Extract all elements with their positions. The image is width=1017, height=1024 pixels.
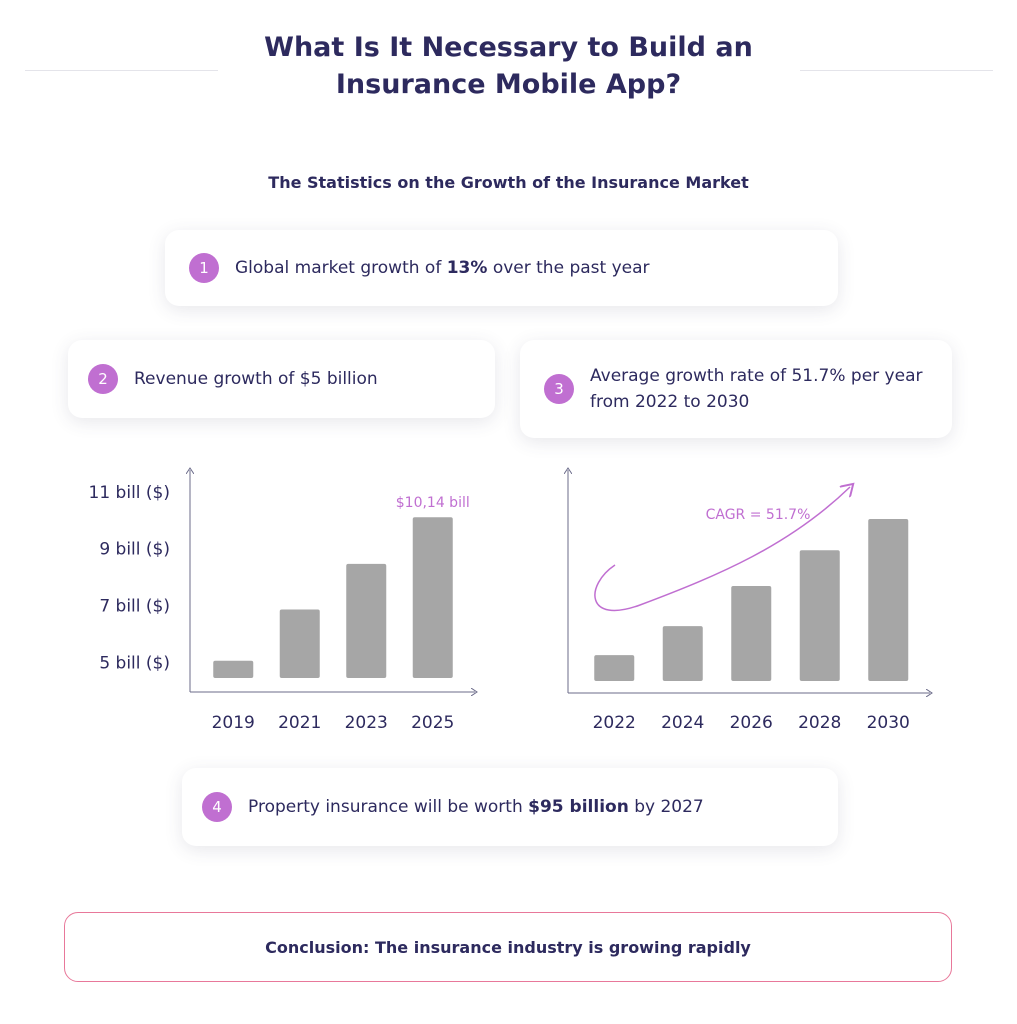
x-tick-label: 2024 bbox=[661, 713, 704, 733]
subtitle: The Statistics on the Growth of the Insu… bbox=[268, 173, 749, 192]
cagr-arrow bbox=[594, 487, 850, 612]
title: Insurance Mobile App? bbox=[335, 69, 682, 100]
value-label: $10,14 bill bbox=[396, 495, 470, 511]
y-tick-label: 5 bill ($) bbox=[99, 654, 170, 674]
bar bbox=[731, 585, 772, 681]
badge: 2 bbox=[88, 364, 118, 394]
x-tick-label: 2021 bbox=[278, 713, 321, 733]
stat-highlight: 13% bbox=[446, 258, 488, 278]
bar bbox=[279, 609, 320, 678]
stat-card: 2 Revenue growth of $5 billion bbox=[68, 340, 495, 418]
bar bbox=[662, 626, 703, 681]
stat-text: Average growth rate of 51.7% per year fr… bbox=[590, 363, 932, 415]
x-tick-label: 2028 bbox=[798, 713, 841, 733]
stat-text-part: over the past year bbox=[487, 258, 650, 278]
y-tick-label: 7 bill ($) bbox=[99, 597, 170, 617]
bar bbox=[213, 660, 254, 678]
stat-text-part: Revenue growth of $5 billion bbox=[134, 369, 378, 389]
stat-text: Global market growth of 13% over the pas… bbox=[235, 258, 650, 278]
conclusion: Conclusion: The insurance industry is gr… bbox=[64, 912, 952, 982]
annotation: CAGR = 51.7% bbox=[706, 507, 811, 523]
stat-text-part: Global market growth of bbox=[235, 258, 447, 278]
badge: 1 bbox=[189, 253, 219, 283]
y-tick-label: 11 bill ($) bbox=[89, 483, 170, 503]
x-tick-label: 2026 bbox=[730, 713, 773, 733]
stat-text: Revenue growth of $5 billion bbox=[134, 369, 378, 389]
divider bbox=[800, 70, 993, 71]
x-tick-label: 2019 bbox=[212, 713, 255, 733]
stat-text-part: by 2027 bbox=[628, 797, 704, 817]
badge: 3 bbox=[544, 374, 574, 404]
x-tick-label: 2025 bbox=[411, 713, 454, 733]
bar bbox=[868, 519, 909, 681]
stat-text-part: Property insurance will be worth bbox=[248, 797, 529, 817]
stat-card: 4 Property insurance will be worth $95 bi… bbox=[182, 768, 838, 846]
stat-card: 1 Global market growth of 13% over the pa… bbox=[165, 230, 838, 306]
bar bbox=[594, 655, 635, 681]
x-tick-label: 2030 bbox=[867, 713, 910, 733]
title: What Is It Necessary to Build an bbox=[264, 32, 753, 63]
stat-text-part: Average growth rate of 51.7% per year fr… bbox=[590, 366, 923, 412]
divider bbox=[25, 70, 218, 71]
stat-card: 3 Average growth rate of 51.7% per year f… bbox=[520, 340, 952, 438]
x-tick-label: 2022 bbox=[593, 713, 636, 733]
y-tick-label: 9 bill ($) bbox=[99, 540, 170, 560]
bar bbox=[346, 563, 387, 678]
x-tick-label: 2023 bbox=[345, 713, 388, 733]
bar bbox=[799, 550, 840, 681]
stat-highlight: $95 billion bbox=[528, 797, 629, 817]
badge: 4 bbox=[202, 792, 232, 822]
bar bbox=[412, 517, 453, 678]
stat-text: Property insurance will be worth $95 bil… bbox=[248, 797, 704, 817]
